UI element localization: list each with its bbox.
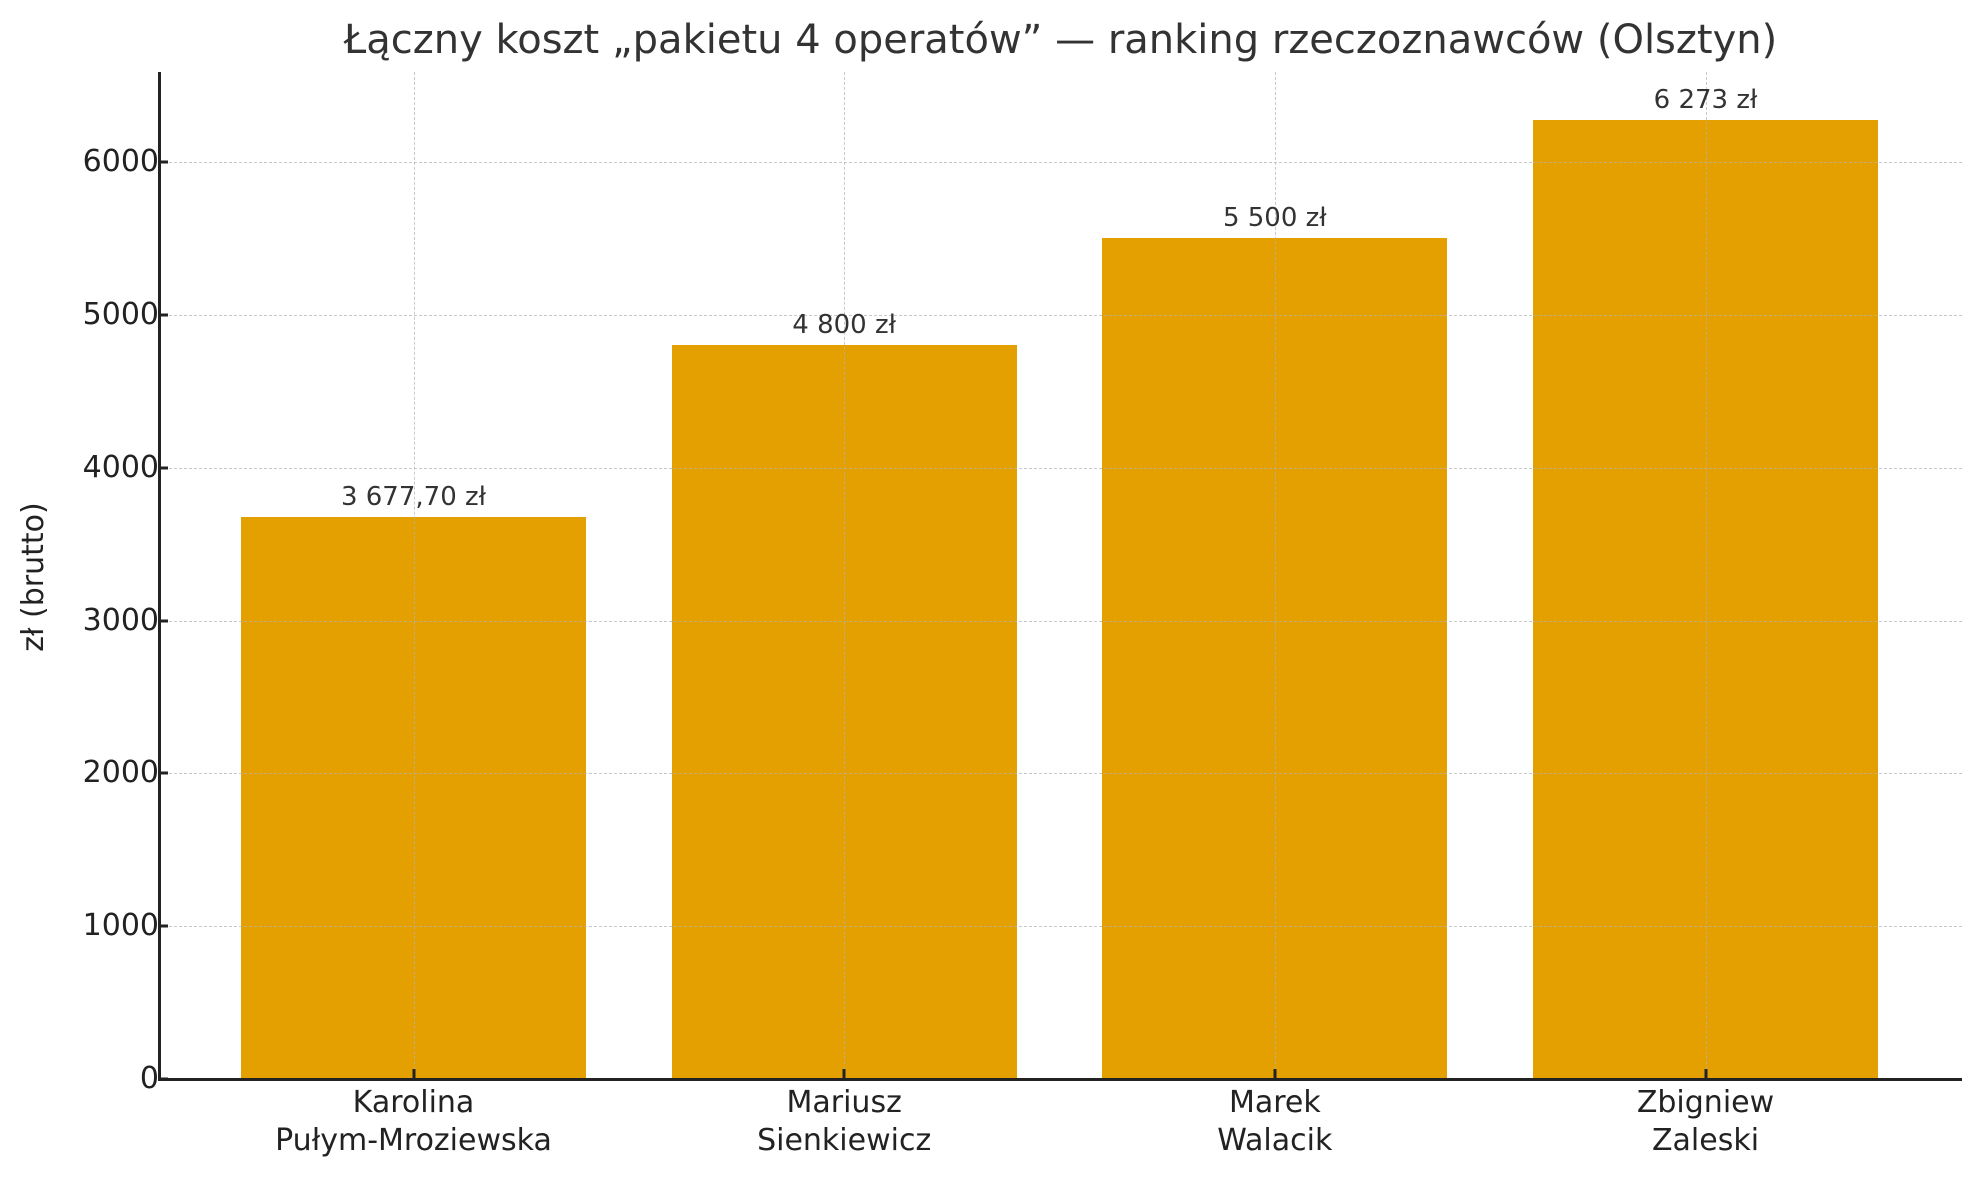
x-tick-label: Karolina Pułym-Mroziewska	[275, 1084, 552, 1160]
plot-area: 3 677,70 zł 4 800 zł 5 500 zł 6 273 zł	[157, 72, 1962, 1081]
y-tick-mark	[159, 1077, 168, 1081]
bar[interactable]	[241, 516, 586, 1079]
y-tick-label: 5000	[82, 296, 159, 332]
x-tick-mark	[412, 1069, 415, 1079]
y-tick-mark	[159, 160, 168, 164]
x-tick-mark	[1704, 1069, 1707, 1079]
y-tick-label: 4000	[82, 449, 159, 485]
bar[interactable]	[1102, 238, 1448, 1079]
y-tick-mark	[159, 771, 168, 775]
y-tick-label: 3000	[82, 602, 159, 638]
y-tick-mark	[159, 313, 168, 317]
x-tick-label: Marek Walacik	[1217, 1084, 1332, 1160]
x-tick-label-line: Zaleski	[1651, 1123, 1760, 1158]
bar-value-label: 5 500 zł	[1222, 203, 1327, 234]
bar-value-label: 6 273 zł	[1653, 85, 1758, 116]
y-axis-label: zł (brutto)	[16, 502, 51, 652]
x-tick-label-line: Zbigniew	[1636, 1085, 1775, 1120]
y-tick-mark	[159, 466, 168, 470]
bar-value-label: 3 677,70 zł	[340, 481, 487, 512]
x-tick-label-line: Mariusz	[786, 1085, 902, 1120]
y-tick-mark	[159, 619, 168, 622]
y-tick-mark	[159, 924, 168, 928]
x-tick-label: Mariusz Sienkiewicz	[757, 1084, 931, 1160]
y-tick-label: 0	[139, 1061, 159, 1096]
x-tick-label-line: Marek	[1228, 1085, 1321, 1120]
bar-value-label: 4 800 zł	[792, 310, 897, 341]
y-tick-label: 1000	[82, 908, 159, 944]
x-tick-label-line: Pułym-Mroziewska	[275, 1123, 552, 1158]
x-tick-label-line: Walacik	[1217, 1123, 1333, 1158]
y-tick-label: 6000	[82, 144, 159, 180]
chart-title: Łączny koszt „pakietu 4 operatów” — rank…	[343, 17, 1778, 63]
x-axis-line	[157, 1077, 1962, 1081]
bar[interactable]	[1533, 120, 1878, 1079]
x-tick-label-line: Karolina	[352, 1085, 475, 1120]
x-tick-mark	[842, 1069, 846, 1079]
bar[interactable]	[671, 345, 1017, 1079]
y-tick-label: 2000	[82, 755, 159, 791]
x-tick-mark	[1273, 1069, 1277, 1079]
x-tick-label: Zbigniew Zaleski	[1637, 1084, 1774, 1160]
x-tick-label-line: Sienkiewicz	[757, 1123, 932, 1158]
y-axis-line	[157, 72, 161, 1081]
